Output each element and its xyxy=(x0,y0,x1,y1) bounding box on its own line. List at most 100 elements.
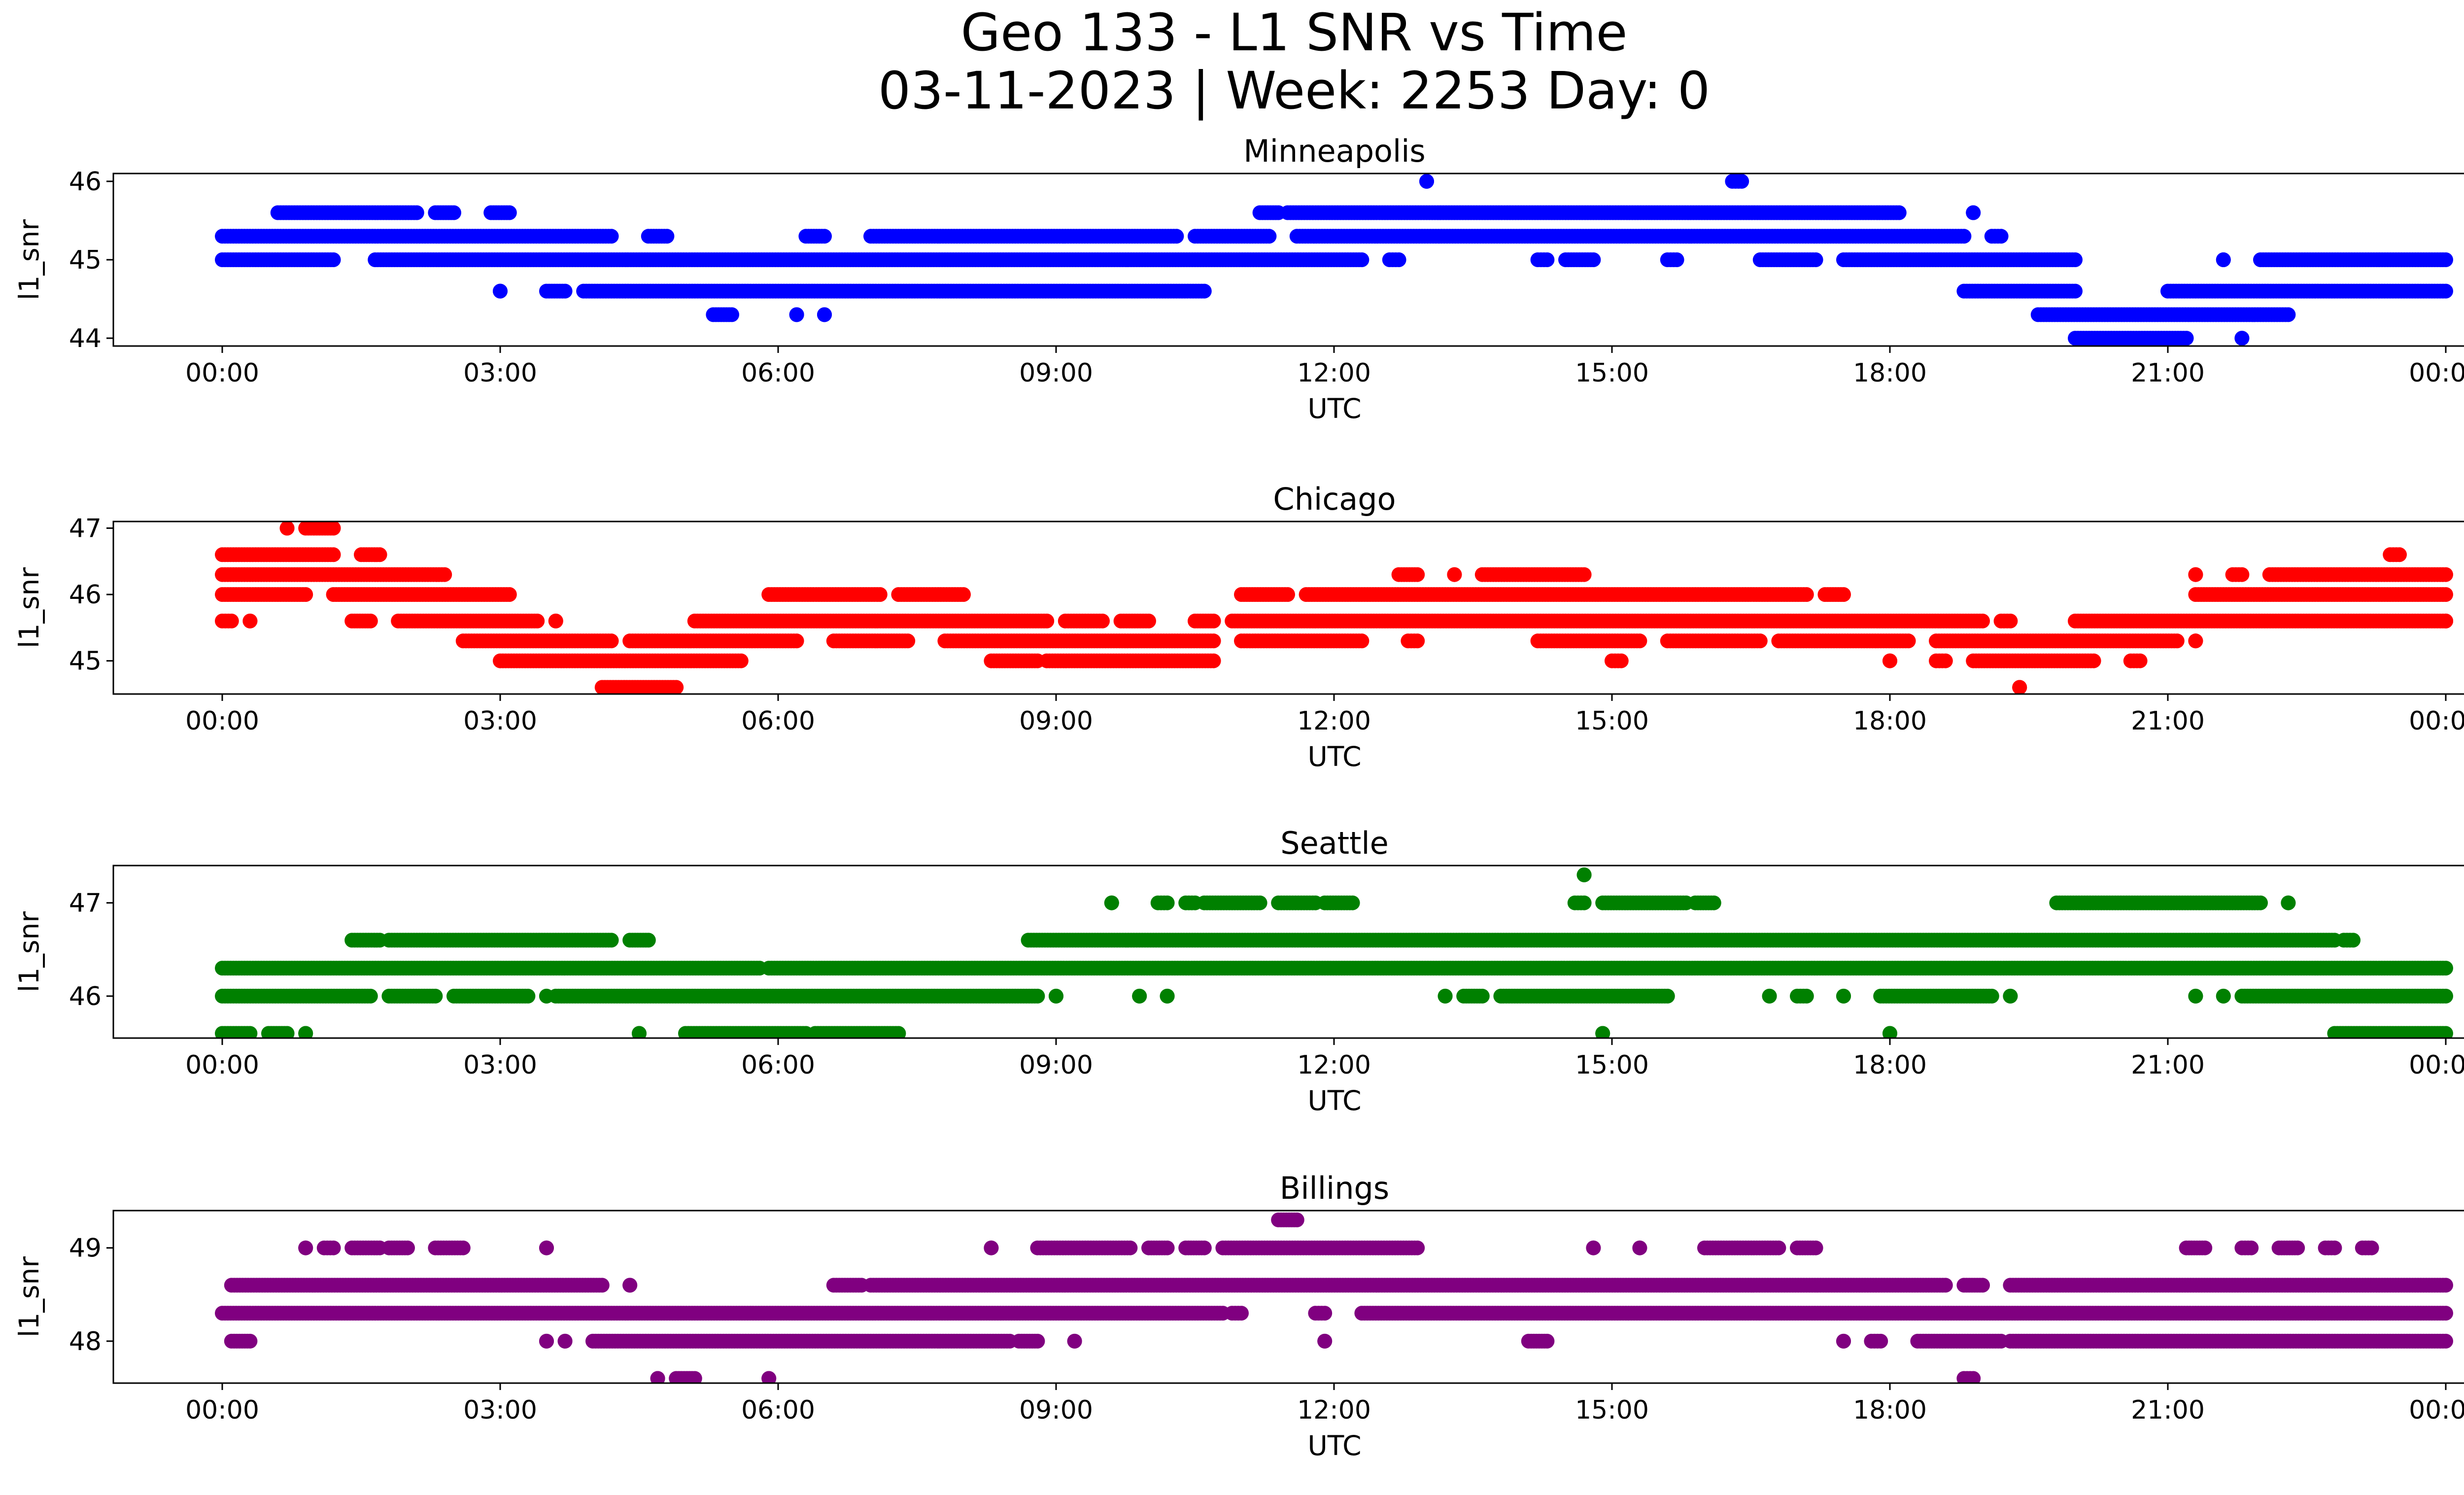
data-point xyxy=(1354,633,1369,649)
data-point xyxy=(817,307,832,322)
data-point xyxy=(1576,567,1592,582)
data-point xyxy=(1901,633,1916,649)
x-tick-label: 00:00 xyxy=(185,358,259,388)
x-tick-label: 06:00 xyxy=(741,358,815,388)
x-tick-label: 15:00 xyxy=(1575,706,1649,736)
data-point xyxy=(724,307,739,322)
data-point xyxy=(326,252,341,267)
data-point xyxy=(2438,252,2453,267)
data-point xyxy=(363,988,378,1004)
x-tick-label: 03:00 xyxy=(463,706,537,736)
data-point xyxy=(733,653,749,668)
data-point xyxy=(2003,613,2018,628)
figure-title-line2: 03-11-2023 | Week: 2253 Day: 0 xyxy=(878,61,1710,121)
x-axis-label: UTC xyxy=(1307,741,1361,772)
x-tick-label: 18:00 xyxy=(1853,358,1927,388)
data-point xyxy=(2188,567,2203,582)
data-point xyxy=(2179,331,2194,346)
data-point xyxy=(789,633,804,649)
data-point xyxy=(2169,633,2185,649)
data-point xyxy=(409,205,424,220)
data-point xyxy=(1169,229,1184,244)
figure-title-line1: Geo 133 - L1 SNR vs Time xyxy=(960,2,1627,63)
data-point xyxy=(242,613,258,628)
x-tick-label: 03:00 xyxy=(463,358,537,388)
data-point xyxy=(1206,613,1221,628)
data-point xyxy=(1410,567,1425,582)
data-point xyxy=(363,613,378,628)
x-tick-label: 21:00 xyxy=(2131,358,2205,388)
subplot-title: Minneapolis xyxy=(1243,133,1426,169)
data-point xyxy=(298,587,313,602)
data-point xyxy=(1632,633,1647,649)
data-point xyxy=(1752,633,1768,649)
data-point xyxy=(437,567,452,582)
data-point xyxy=(1975,613,1990,628)
data-point xyxy=(372,547,387,562)
data-point xyxy=(502,587,517,602)
data-point xyxy=(1039,613,1055,628)
x-tick-label: 12:00 xyxy=(1297,706,1371,736)
data-point xyxy=(1095,613,1110,628)
data-point xyxy=(2438,283,2453,299)
data-point xyxy=(900,633,916,649)
data-point xyxy=(1540,252,1555,267)
y-axis-label: l1_snr xyxy=(13,219,45,300)
data-point xyxy=(446,205,461,220)
data-point xyxy=(2188,633,2203,649)
data-point xyxy=(2234,567,2250,582)
y-tick-label: 45 xyxy=(69,245,102,275)
data-point xyxy=(2438,567,2453,582)
data-point xyxy=(1410,633,1425,649)
data-point xyxy=(1206,653,1221,668)
data-point xyxy=(1141,613,1156,628)
x-tick-label: 00:00 xyxy=(2409,706,2464,736)
data-point xyxy=(1836,587,1851,602)
data-point xyxy=(669,680,684,694)
data-point xyxy=(557,283,573,299)
data-point xyxy=(1262,229,1277,244)
data-point xyxy=(1391,252,1406,267)
data-point xyxy=(224,613,239,628)
y-tick-label: 44 xyxy=(69,324,102,353)
data-point xyxy=(872,587,888,602)
y-tick-label: 46 xyxy=(69,580,102,610)
x-tick-label: 18:00 xyxy=(1853,706,1927,736)
x-tick-label: 15:00 xyxy=(1575,358,1649,388)
data-point xyxy=(502,205,517,220)
data-point xyxy=(2068,283,2083,299)
data-point xyxy=(604,229,619,244)
data-point xyxy=(1891,205,1907,220)
data-point xyxy=(1669,252,1684,267)
data-point xyxy=(2012,680,2027,694)
data-point xyxy=(2438,961,2453,976)
data-point xyxy=(1613,653,1629,668)
data-point xyxy=(326,522,341,536)
x-tick-label: 00:00 xyxy=(2409,358,2464,388)
data-point xyxy=(817,229,832,244)
subplot-title: Seattle xyxy=(1280,825,1388,861)
data-point xyxy=(604,633,619,649)
data-point xyxy=(2281,307,2296,322)
data-point xyxy=(1799,587,1814,602)
data-point xyxy=(2392,547,2407,562)
x-tick-label: 21:00 xyxy=(2131,706,2205,736)
data-point xyxy=(1808,252,1823,267)
data-point xyxy=(1419,174,1434,189)
x-axis-label: UTC xyxy=(1307,393,1361,424)
data-point xyxy=(493,283,508,299)
data-point xyxy=(1966,205,1981,220)
data-point xyxy=(789,307,804,322)
x-tick-label: 06:00 xyxy=(741,706,815,736)
data-point xyxy=(1882,653,1897,668)
data-point xyxy=(2216,252,2231,267)
data-point xyxy=(659,229,675,244)
data-point xyxy=(1206,633,1221,649)
y-tick-label: 47 xyxy=(69,514,102,543)
